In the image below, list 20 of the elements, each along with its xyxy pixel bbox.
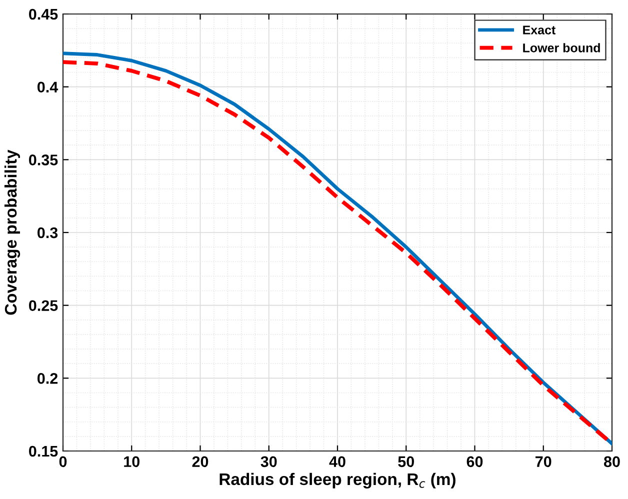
legend-label: Exact [523, 26, 556, 34]
y-axis-title: Coverage probability [4, 150, 20, 315]
legend-label: Lower bound [523, 43, 600, 52]
x-tick-label: 40 [329, 456, 346, 468]
x-tick-label: 60 [466, 456, 483, 468]
y-tick-label: 0.2 [38, 373, 58, 384]
x-tick-label: 10 [124, 456, 140, 468]
x-tick-label: 80 [604, 456, 620, 468]
x-tick-label: 70 [536, 456, 552, 468]
x-tick-label: 20 [192, 456, 208, 468]
y-tick-label: 0.25 [29, 300, 58, 312]
x-tick-label: 50 [398, 456, 414, 468]
x-tick-label: 30 [260, 456, 277, 468]
y-tick-label: 0.4 [38, 82, 58, 93]
x-tick-label: 0 [59, 456, 67, 468]
y-tick-label: 0.35 [29, 154, 58, 166]
y-tick-label: 0.45 [29, 8, 58, 20]
x-axis-title: Radius of sleep region, R$_{c}$ (m) [220, 472, 456, 488]
y-tick-label: 0.3 [38, 227, 58, 238]
y-tick-label: 0.15 [29, 446, 58, 457]
